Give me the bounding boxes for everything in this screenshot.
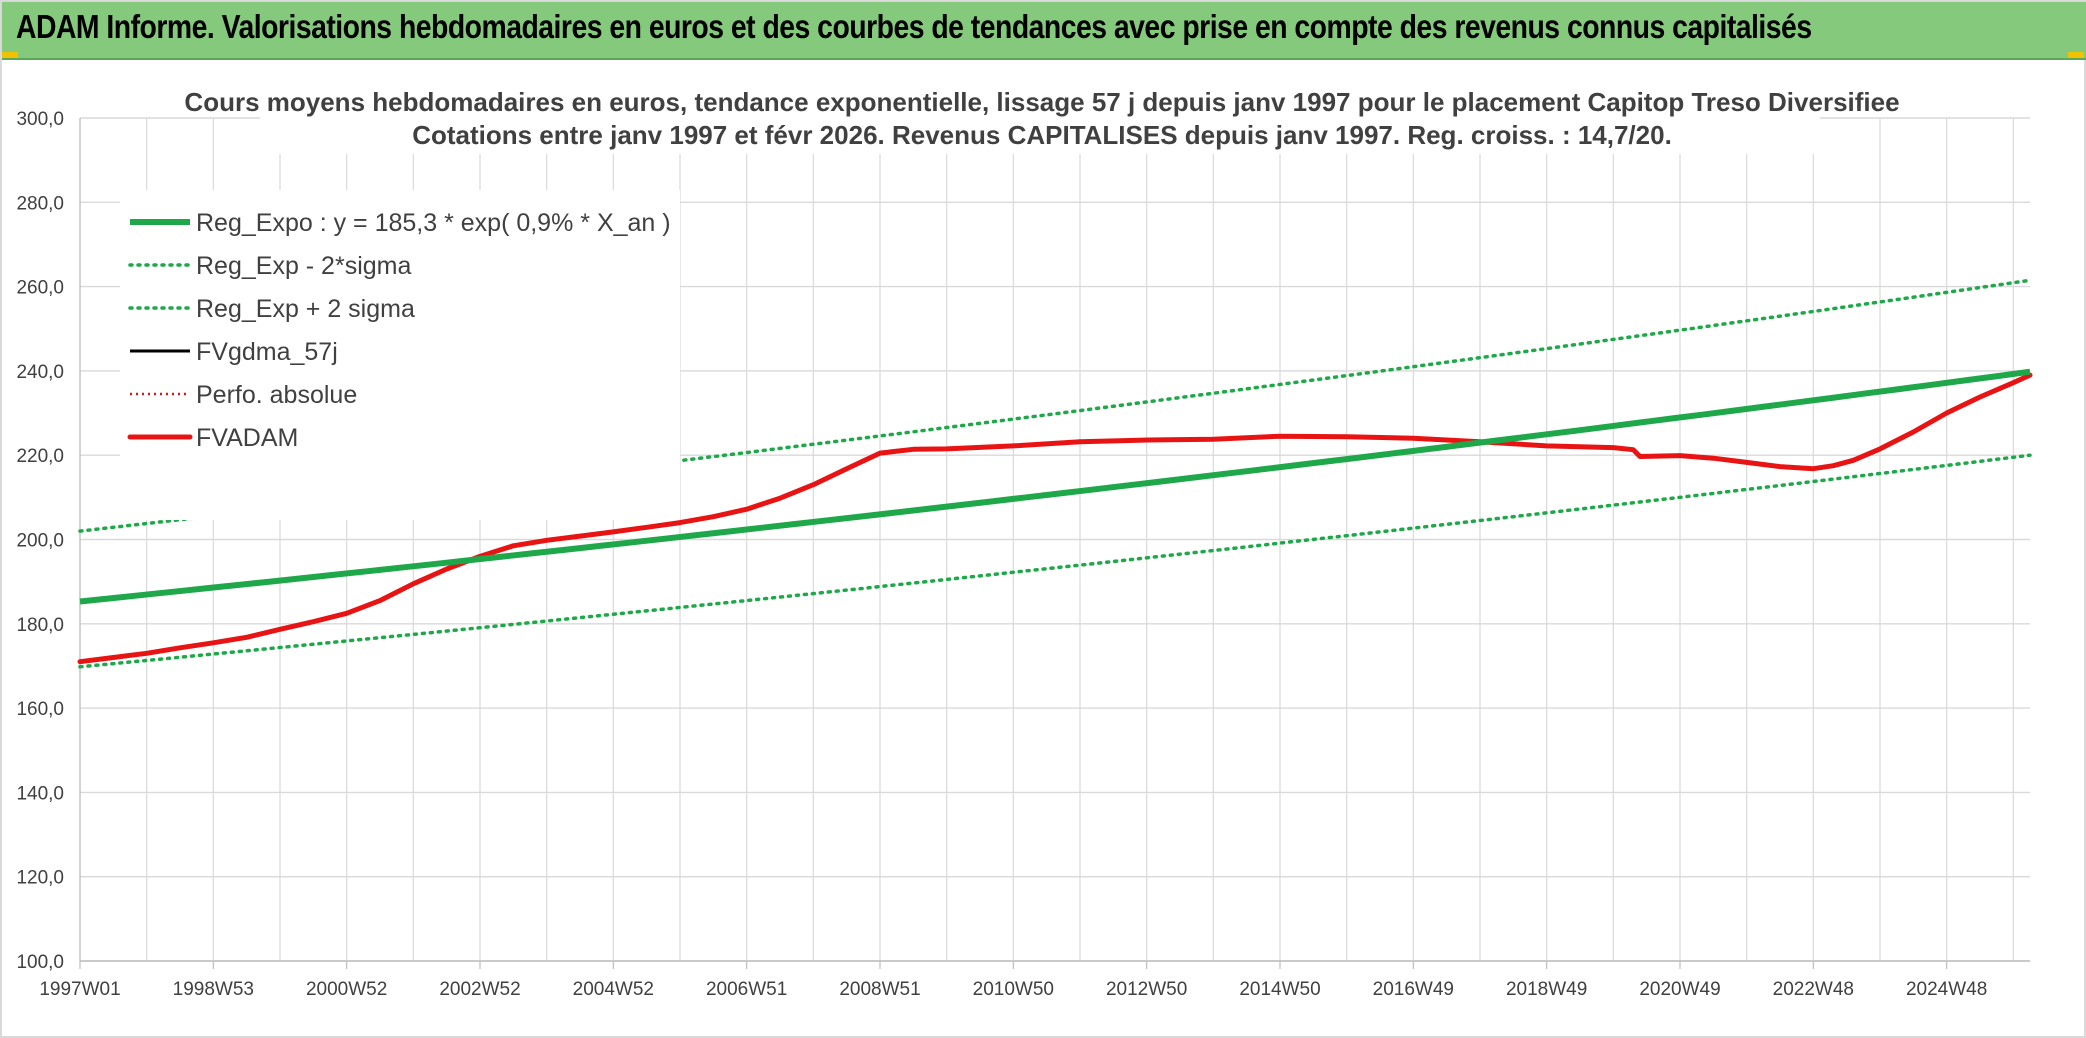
y-tick-label: 180,0 xyxy=(16,615,64,636)
corner-marker-right xyxy=(2068,52,2084,58)
chart-title: Cours moyens hebdomadaires en euros, ten… xyxy=(184,87,1899,117)
legend-label: Reg_Exp + 2 sigma xyxy=(196,295,415,323)
x-tick-label: 2012W50 xyxy=(1106,979,1187,1000)
x-tick-label: 2020W49 xyxy=(1639,979,1720,1000)
legend-label: Perfo. absolue xyxy=(196,381,357,409)
legend-label: Reg_Expo : y = 185,3 * exp( 0,9% * X_an … xyxy=(196,209,671,237)
x-tick-label: 2016W49 xyxy=(1373,979,1454,1000)
y-tick-label: 300,0 xyxy=(16,109,64,130)
y-tick-label: 140,0 xyxy=(16,783,64,804)
y-tick-label: 200,0 xyxy=(16,531,64,552)
x-tick-label: 1998W53 xyxy=(173,979,254,1000)
legend-label: Reg_Exp - 2*sigma xyxy=(196,252,411,280)
x-tick-label: 2022W48 xyxy=(1773,979,1854,1000)
x-tick-label: 2006W51 xyxy=(706,979,787,1000)
x-tick-label: 2010W50 xyxy=(973,979,1054,1000)
legend: Reg_Expo : y = 185,3 * exp( 0,9% * X_an … xyxy=(120,190,680,520)
x-tick-label: 2004W52 xyxy=(573,979,654,1000)
axis-layer: 100,0 120,0 140,0 160,0 180,0 200,0 220,0 240,0… xyxy=(16,109,1987,1000)
x-tick-label: 2018W49 xyxy=(1506,979,1587,1000)
y-tick-label: 280,0 xyxy=(16,193,64,214)
corner-marker-left xyxy=(2,52,18,58)
report-banner: ADAM Informe. Valorisations hebdomadaire… xyxy=(2,2,2086,60)
y-tick-label: 100,0 xyxy=(16,952,64,973)
x-tick-label: 2024W48 xyxy=(1906,979,1987,1000)
legend-label: FVADAM xyxy=(196,424,298,452)
chart-subtitle: Cotations entre janv 1997 et févr 2026. … xyxy=(412,120,1672,150)
x-tick-label: 2000W52 xyxy=(306,979,387,1000)
x-tick-label: 1997W01 xyxy=(39,979,120,1000)
legend-background xyxy=(120,190,680,520)
y-tick-label: 220,0 xyxy=(16,446,64,467)
x-tick-label: 2002W52 xyxy=(439,979,520,1000)
series-line-solid-thick xyxy=(79,368,2031,605)
x-tick-label: 2008W51 xyxy=(839,979,920,1000)
chart-area: 100,0 120,0 140,0 160,0 180,0 200,0 220,0 240,0… xyxy=(16,82,2033,1000)
legend-label: FVgdma_57j xyxy=(196,338,338,366)
y-tick-label: 240,0 xyxy=(16,362,64,383)
y-tick-label: 120,0 xyxy=(16,868,64,889)
series-line-dotted-green xyxy=(78,453,2032,669)
y-tick-label: 160,0 xyxy=(16,699,64,720)
x-tick-label: 2014W50 xyxy=(1239,979,1320,1000)
y-tick-label: 260,0 xyxy=(16,278,64,299)
report-title: ADAM Informe. Valorisations hebdomadaire… xyxy=(16,8,1812,45)
series-line-solid-red xyxy=(77,372,2033,665)
title-background xyxy=(260,82,1820,154)
